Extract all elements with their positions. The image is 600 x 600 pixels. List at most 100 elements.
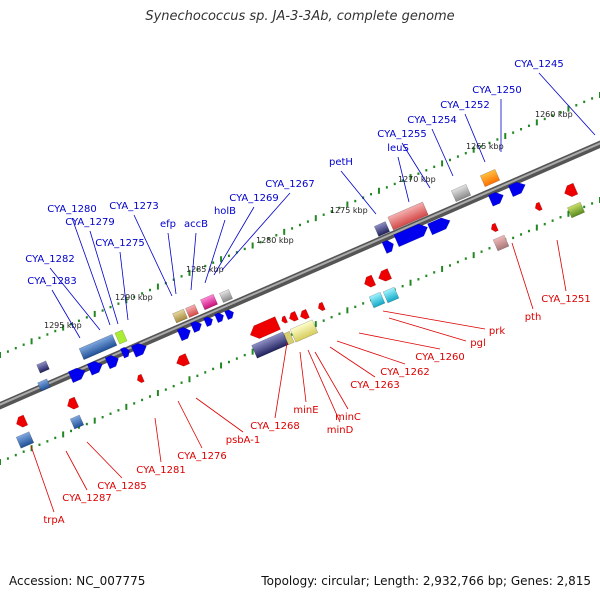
forward-gene-label-leader <box>397 156 410 203</box>
tick-mark-forward <box>227 254 230 257</box>
reverse-gene-box <box>368 291 386 309</box>
tick-mark-forward <box>433 165 436 169</box>
reverse-gene-box <box>567 201 585 219</box>
length-value: 2,932,766 bp <box>422 574 503 588</box>
tick-mark-reverse <box>109 412 112 415</box>
tick-mark-forward <box>14 346 17 350</box>
tick-mark-reverse <box>425 274 428 278</box>
tick-mark-reverse <box>133 402 136 405</box>
tick-mark-reverse <box>22 450 25 453</box>
tick-mark-reverse <box>117 409 120 412</box>
forward-gene-label: CYA_1250 <box>472 85 521 96</box>
tick-mark-forward <box>417 172 420 175</box>
tick-mark-reverse <box>93 417 96 424</box>
tick-mark-forward <box>370 193 373 196</box>
tick-mark-forward <box>393 182 396 186</box>
forward-gene-label-leader <box>204 219 226 284</box>
forward-gene-label: CYA_1269 <box>229 193 278 204</box>
map-title: Synechococcus sp. JA-3-3Ab, complete gen… <box>145 9 455 24</box>
forward-gene-box-shape <box>172 308 188 324</box>
forward-gene-arrow-shape <box>427 217 451 236</box>
tick-mark-reverse <box>441 265 444 272</box>
reverse-gene-label: pth <box>525 312 542 323</box>
forward-gene-label: efp <box>160 219 176 230</box>
tick-mark-reverse <box>172 384 175 388</box>
reverse-gene-arrow-shape <box>490 222 499 233</box>
reverse-gene-label: CYA_1251 <box>541 294 590 305</box>
reverse-gene-label: minE <box>293 405 318 416</box>
reverse-gene-box-shape <box>382 286 400 304</box>
forward-gene-label: CYA_1282 <box>25 254 74 265</box>
tick-mark-forward <box>188 269 191 276</box>
tick-mark-forward <box>314 215 317 222</box>
tick-mark-forward <box>172 278 175 281</box>
reverse-gene-label: CYA_1260 <box>415 352 464 363</box>
tick-mark-reverse <box>164 388 167 391</box>
tick-mark-reverse <box>156 390 159 397</box>
reverse-gene-box-shape <box>251 331 289 359</box>
tick-mark-reverse <box>567 210 570 217</box>
tick-mark-forward <box>409 174 412 181</box>
tick-mark-forward <box>6 350 9 353</box>
tick-mark-forward <box>449 158 451 162</box>
reverse-gene-label: prk <box>489 326 505 337</box>
reverse-gene-label-leader <box>511 242 534 310</box>
forward-gene-label: CYA_1283 <box>27 276 76 287</box>
reverse-gene-arrow-shape <box>289 310 299 322</box>
forward-gene-arrow <box>190 320 202 333</box>
tick-mark-reverse <box>180 381 183 384</box>
reverse-gene-label: CYA_1287 <box>62 493 111 504</box>
forward-gene-label-leader <box>464 113 486 163</box>
tick-mark-forward <box>196 268 199 271</box>
tick-mark-forward <box>291 227 294 230</box>
tick-mark-reverse <box>322 319 325 322</box>
forward-gene-label: CYA_1280 <box>47 204 96 215</box>
tick-mark-reverse <box>401 284 404 288</box>
forward-gene-box <box>373 221 391 237</box>
tick-mark-forward <box>464 151 467 155</box>
tick-mark-reverse <box>551 219 554 222</box>
reverse-gene-label: CYA_1281 <box>136 465 185 476</box>
tick-mark-reverse <box>70 429 73 433</box>
reverse-gene-box-shape <box>283 330 295 346</box>
forward-gene-arrow <box>104 354 119 370</box>
reverse-gene-box <box>289 319 319 343</box>
reverse-gene-arrow-shape <box>176 353 191 367</box>
tick-mark-forward <box>109 305 112 309</box>
tick-mark-reverse <box>488 247 491 250</box>
reverse-gene-arrow-shape <box>67 396 80 410</box>
forward-gene-box <box>185 304 199 318</box>
tick-mark-forward <box>283 228 286 235</box>
tick-mark-reverse <box>464 257 467 260</box>
forward-gene-label-leader <box>167 232 177 295</box>
reverse-gene-arrow-shape <box>378 268 393 282</box>
forward-gene-arrow <box>393 223 428 248</box>
tick-mark-reverse <box>204 371 207 374</box>
tick-mark-forward <box>30 338 33 345</box>
forward-gene-box-shape <box>200 293 218 311</box>
reverse-gene-arrow <box>300 308 310 320</box>
tick-mark-reverse <box>449 264 451 267</box>
tick-mark-reverse <box>46 440 49 443</box>
tick-mark-reverse <box>472 252 475 259</box>
tick-mark-forward <box>354 199 357 203</box>
genome-stats: Topology: circular; Length: 2,932,766 bp… <box>261 574 591 588</box>
reverse-gene-arrow <box>289 310 299 322</box>
reverse-gene-label: CYA_1276 <box>177 451 226 462</box>
reverse-gene-label-leader <box>195 397 244 433</box>
scale-label: 1265 kbp <box>466 142 504 151</box>
reverse-gene-label: CYA_1263 <box>350 380 399 391</box>
tick-mark-reverse <box>62 431 65 438</box>
tick-mark-reverse <box>417 278 420 281</box>
tick-mark-reverse <box>456 260 459 264</box>
tick-mark-reverse <box>543 222 546 226</box>
forward-gene-label: petH <box>329 157 353 168</box>
forward-gene-arrow-shape <box>67 367 86 384</box>
tick-mark-forward <box>220 256 223 263</box>
reverse-gene-arrow-shape <box>281 315 289 324</box>
forward-gene-label: CYA_1275 <box>95 238 144 249</box>
tick-mark-forward <box>125 297 128 304</box>
reverse-gene-arrow <box>249 316 281 339</box>
reverse-gene-arrow-shape <box>136 373 145 384</box>
